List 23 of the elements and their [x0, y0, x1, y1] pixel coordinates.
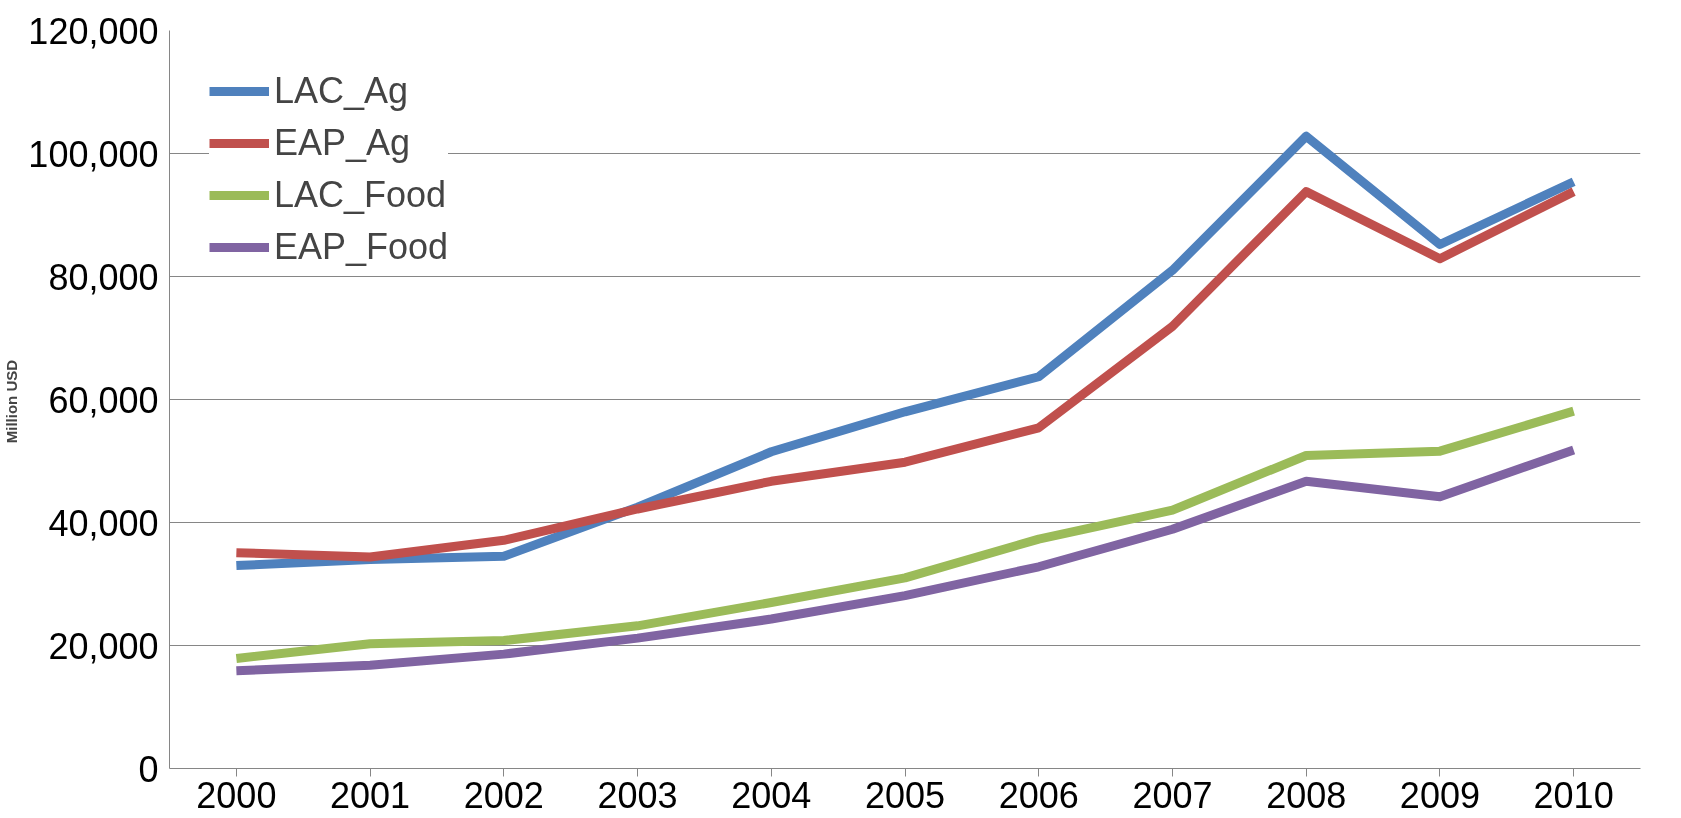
y-tick-label: 20,000 [48, 625, 159, 667]
x-tick-label: 2006 [998, 774, 1079, 816]
x-tick-label: 2008 [1266, 774, 1347, 816]
y-tick-label: 120,000 [28, 10, 159, 52]
legend-label: EAP_Ag [274, 122, 411, 164]
legend-label: LAC_Ag [274, 70, 409, 112]
x-tick-label: 2009 [1399, 774, 1480, 816]
y-tick-label: 0 [138, 748, 159, 790]
x-tick-label: 2002 [463, 774, 544, 816]
x-tick-label: 2010 [1533, 774, 1614, 816]
y-tick-label: 80,000 [48, 256, 159, 298]
x-tick-label: 2000 [196, 774, 277, 816]
y-tick-label: 100,000 [28, 133, 159, 175]
legend-label: EAP_Food [274, 226, 449, 268]
x-tick-label: 2004 [731, 774, 812, 816]
x-tick-label: 2003 [597, 774, 678, 816]
x-tick-label: 2007 [1132, 774, 1213, 816]
legend-label: LAC_Food [274, 174, 447, 216]
x-tick-label: 2005 [864, 774, 946, 816]
x-tick-label: 2001 [330, 774, 411, 816]
y-tick-label: 60,000 [48, 379, 159, 421]
y-tick-label: 40,000 [48, 502, 159, 544]
y-axis-title: Million USD [3, 359, 21, 444]
